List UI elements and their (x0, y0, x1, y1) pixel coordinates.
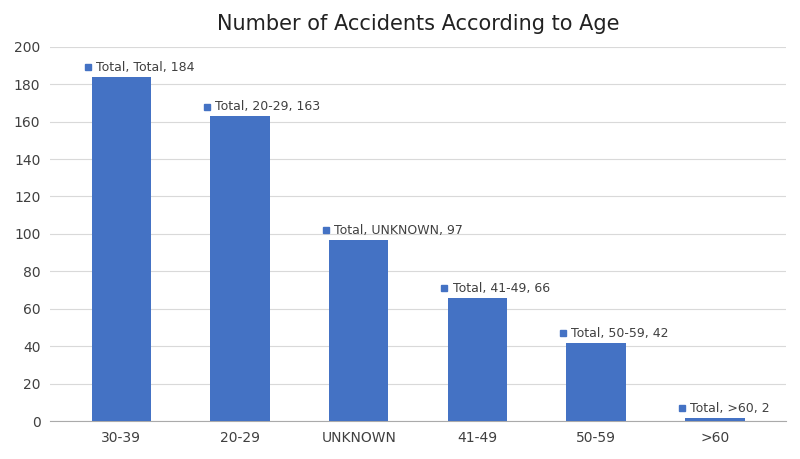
Bar (566, 343, 626, 421)
Bar (448, 298, 507, 421)
Bar (329, 240, 389, 421)
Bar (210, 116, 270, 421)
Bar (686, 418, 745, 421)
Text: Total, 50-59, 42: Total, 50-59, 42 (571, 327, 669, 340)
Text: Total, UNKNOWN, 97: Total, UNKNOWN, 97 (334, 224, 462, 237)
Text: Total, Total, 184: Total, Total, 184 (97, 61, 195, 74)
Text: Total, 20-29, 163: Total, 20-29, 163 (215, 100, 320, 113)
Bar (92, 77, 151, 421)
Text: Total, >60, 2: Total, >60, 2 (690, 402, 770, 415)
Title: Number of Accidents According to Age: Number of Accidents According to Age (217, 14, 619, 34)
Text: Total, 41-49, 66: Total, 41-49, 66 (453, 282, 550, 295)
